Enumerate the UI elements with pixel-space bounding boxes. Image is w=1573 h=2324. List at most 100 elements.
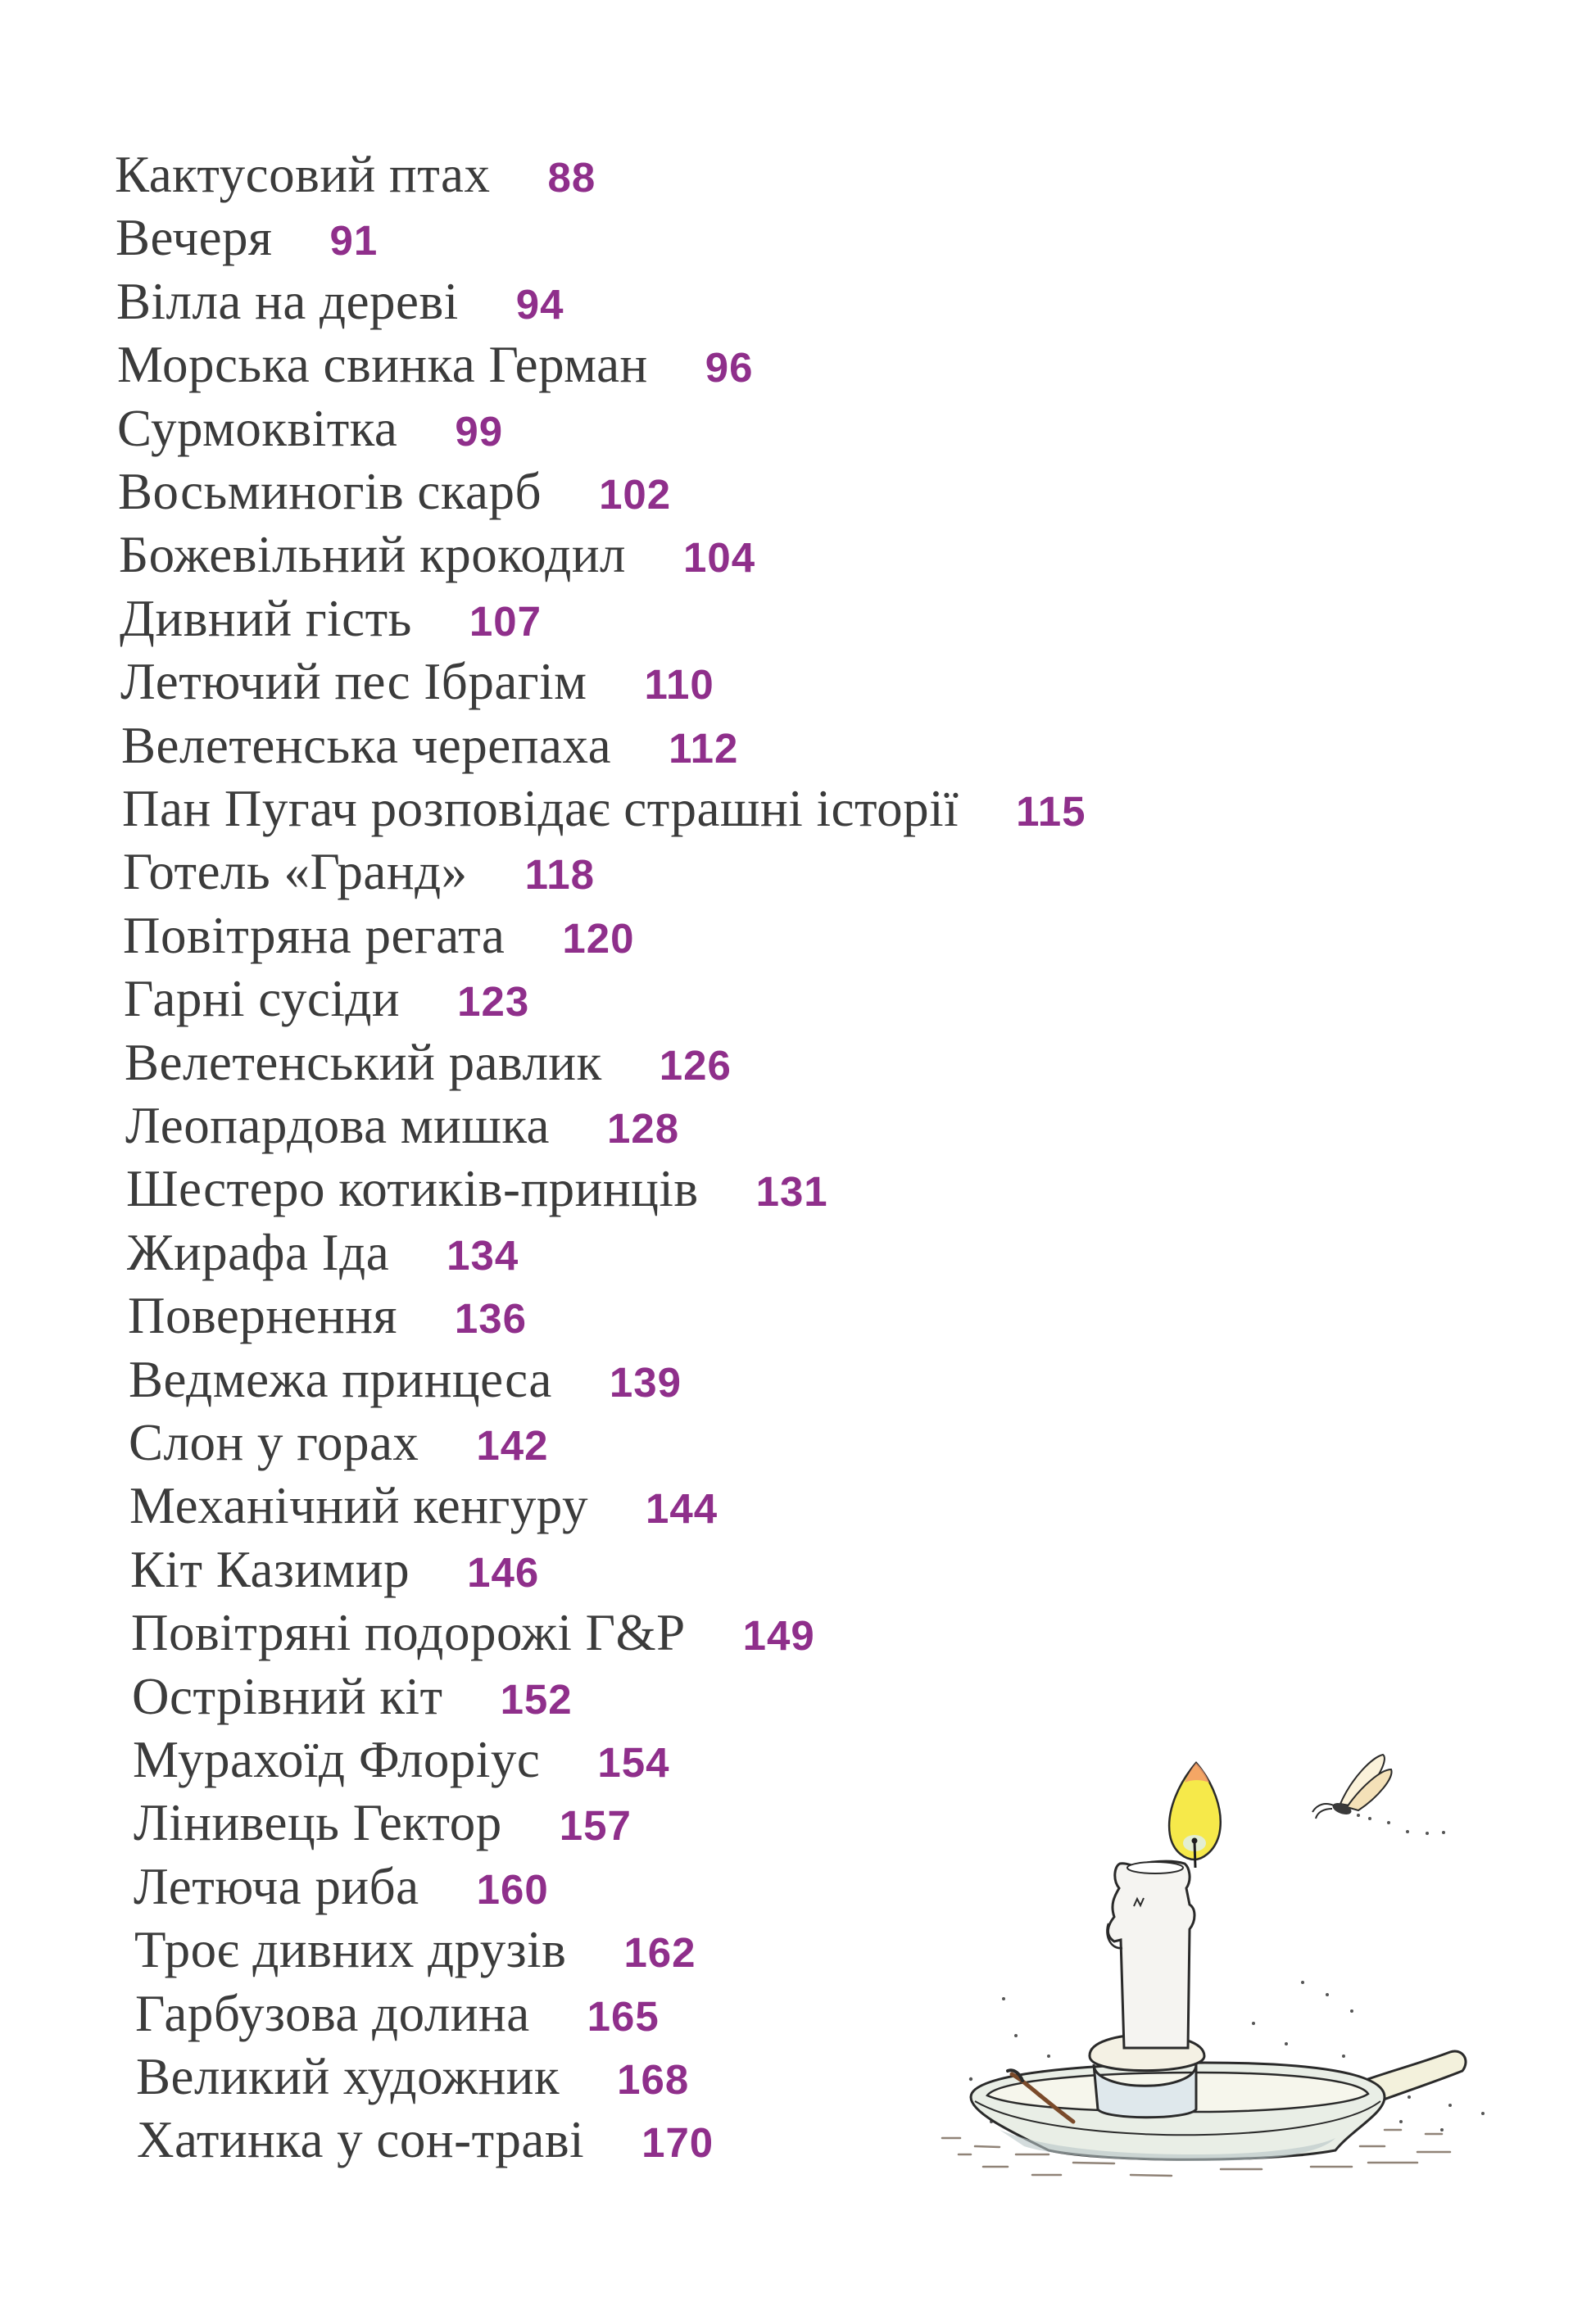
fly-icon xyxy=(1312,1753,1445,1835)
toc-entry[interactable]: Гарні сусіди 123 xyxy=(124,969,529,1032)
burnt-match xyxy=(1006,2068,1076,2124)
toc-entry[interactable]: Морська свинка Герман 96 xyxy=(117,335,754,398)
toc-entry-page-number: 146 xyxy=(467,1549,540,1596)
toc-entry[interactable]: Пан Пугач розповідає страшні історії 115 xyxy=(122,779,1086,842)
toc-entry-page-number: 88 xyxy=(547,154,596,201)
toc-entry-title: Велетенський равлик xyxy=(125,1034,602,1091)
toc-entry[interactable]: Гарбузова долина 165 xyxy=(135,1984,660,2047)
toc-entry-title: Гарні сусіди xyxy=(124,970,401,1027)
toc-entry-page-number: 123 xyxy=(457,978,530,1025)
toc-entry-title: Божевільний крокодил xyxy=(119,526,626,583)
candle-illustration xyxy=(941,1753,1485,2177)
toc-entry[interactable]: Повітряна регата 120 xyxy=(123,906,634,969)
toc-entry-title: Троє дивних друзів xyxy=(134,1921,567,1978)
toc-entry[interactable]: Дивний гість 107 xyxy=(120,589,542,652)
toc-entry-page-number: 168 xyxy=(617,2056,690,2103)
toc-entry[interactable]: Леопардова мишка 128 xyxy=(125,1096,679,1159)
toc-entry-title: Восьминогів скарб xyxy=(118,463,542,520)
toc-entry-title: Кактусовий птах xyxy=(115,146,491,203)
toc-entry[interactable]: Кактусовий птах 88 xyxy=(115,145,596,208)
toc-entry-title: Лінивець Гектор xyxy=(134,1794,502,1851)
toc-entry-title: Морська свинка Герман xyxy=(117,336,648,393)
toc-entry[interactable]: Шестеро котиків-принців 131 xyxy=(126,1159,828,1222)
toc-entry-title: Готель «Гранд» xyxy=(123,843,468,900)
toc-entry[interactable]: Повернення 136 xyxy=(128,1286,527,1349)
toc-entry-title: Великий художник xyxy=(136,2048,560,2105)
toc-entry-page-number: 126 xyxy=(659,1042,732,1089)
toc-entry-title: Повернення xyxy=(128,1287,397,1344)
toc-entry-page-number: 160 xyxy=(476,1866,549,1913)
toc-entry-page-number: 115 xyxy=(1016,788,1086,835)
toc-entry-page-number: 142 xyxy=(476,1422,549,1469)
toc-entry-page-number: 112 xyxy=(669,725,739,772)
toc-entry[interactable]: Мурахоїд Флоріус 154 xyxy=(133,1730,669,1793)
toc-entry-title: Хатинка у сон-траві xyxy=(137,2111,585,2168)
toc-entry-page-number: 165 xyxy=(587,1993,660,2040)
toc-entry[interactable]: Летюча риба 160 xyxy=(134,1857,549,1920)
toc-entry[interactable]: Жирафа Іда 134 xyxy=(127,1223,519,1286)
toc-entry-title: Велетенська черепаха xyxy=(121,717,612,774)
toc-entry[interactable]: Ведмежа принцеса 139 xyxy=(129,1350,682,1413)
toc-entry-title: Летючий пес Ібрагім xyxy=(120,653,587,710)
toc-entry-page-number: 162 xyxy=(623,1929,696,1976)
flame-icon xyxy=(1167,1761,1222,1869)
toc-entry-page-number: 99 xyxy=(455,408,504,455)
toc-entry-page-number: 134 xyxy=(447,1232,519,1279)
candle-dish xyxy=(969,2050,1467,2161)
toc-entry-title: Гарбузова долина xyxy=(135,1985,530,2042)
toc-entry-title: Леопардова мишка xyxy=(125,1097,550,1154)
toc-entry-page-number: 118 xyxy=(524,851,595,898)
toc-entry[interactable]: Велетенський равлик 126 xyxy=(125,1033,732,1096)
candle-body xyxy=(1107,1860,1196,2050)
toc-entry-title: Кіт Казимир xyxy=(130,1541,410,1598)
toc-entry-page-number: 107 xyxy=(469,598,542,645)
toc-entry-title: Сурмоквітка xyxy=(117,400,398,457)
toc-entry-page-number: 139 xyxy=(609,1359,682,1406)
toc-entry[interactable]: Сурмоквітка 99 xyxy=(117,399,503,462)
toc-entry[interactable]: Велетенська черепаха 112 xyxy=(121,716,738,779)
toc-entry[interactable]: Летючий пес Ібрагім 110 xyxy=(120,652,714,715)
toc-entry[interactable]: Хатинка у сон-траві 170 xyxy=(137,2110,714,2173)
candle-top xyxy=(1126,1861,1184,1874)
toc-entry-page-number: 91 xyxy=(329,217,379,264)
toc-entry-page-number: 94 xyxy=(515,281,564,328)
toc-entry-title: Повітряна регата xyxy=(123,907,505,964)
toc-entry-page-number: 152 xyxy=(500,1676,573,1723)
toc-entry-page-number: 157 xyxy=(559,1802,632,1849)
toc-entry-page-number: 136 xyxy=(454,1295,528,1342)
toc-entry[interactable]: Острівний кіт 152 xyxy=(132,1667,573,1730)
toc-entry[interactable]: Божевільний крокодил 104 xyxy=(119,525,755,588)
toc-entry-title: Дивний гість xyxy=(120,590,412,647)
toc-entry-page-number: 149 xyxy=(742,1612,815,1659)
toc-entry-title: Повітряні подорожі Г&Р xyxy=(131,1604,686,1661)
toc-entry-title: Шестеро котиків-принців xyxy=(126,1160,699,1217)
toc-entry-title: Вілла на дереві xyxy=(116,273,459,330)
toc-entry-title: Жирафа Іда xyxy=(127,1224,390,1281)
toc-entry[interactable]: Слон у горах 142 xyxy=(129,1413,549,1476)
toc-entry-page-number: 128 xyxy=(607,1105,680,1152)
toc-entry[interactable]: Великий художник 168 xyxy=(136,2047,689,2110)
toc-entry-page-number: 110 xyxy=(644,661,714,708)
toc-entry[interactable]: Лінивець Гектор 157 xyxy=(134,1793,632,1856)
toc-entry-title: Острівний кіт xyxy=(132,1668,443,1725)
toc-entry-page-number: 131 xyxy=(755,1168,828,1215)
toc-entry[interactable]: Кіт Казимир 146 xyxy=(130,1540,539,1603)
toc-entry[interactable]: Механічний кенгуру 144 xyxy=(129,1476,718,1539)
toc-entry-page-number: 120 xyxy=(562,915,635,962)
toc-entry[interactable]: Троє дивних друзів 162 xyxy=(134,1920,696,1983)
toc-entry[interactable]: Восьминогів скарб 102 xyxy=(118,462,671,525)
toc-entry-title: Ведмежа принцеса xyxy=(129,1351,552,1408)
toc-entry-title: Вечеря xyxy=(116,209,273,266)
toc-entry-title: Мурахоїд Флоріус xyxy=(133,1731,541,1788)
toc-entry[interactable]: Вечеря 91 xyxy=(116,208,378,271)
toc-entry[interactable]: Повітряні подорожі Г&Р 149 xyxy=(131,1603,815,1666)
toc-entry-title: Летюча риба xyxy=(134,1858,419,1915)
toc-entry-title: Механічний кенгуру xyxy=(129,1477,588,1534)
toc-entry[interactable]: Вілла на дереві 94 xyxy=(116,272,564,335)
toc-entry-page-number: 170 xyxy=(641,2119,714,2166)
toc-entry-page-number: 102 xyxy=(599,471,672,518)
toc-entry-page-number: 104 xyxy=(683,534,756,581)
toc-entry[interactable]: Готель «Гранд» 118 xyxy=(123,842,595,905)
toc-entry-page-number: 154 xyxy=(597,1739,670,1786)
